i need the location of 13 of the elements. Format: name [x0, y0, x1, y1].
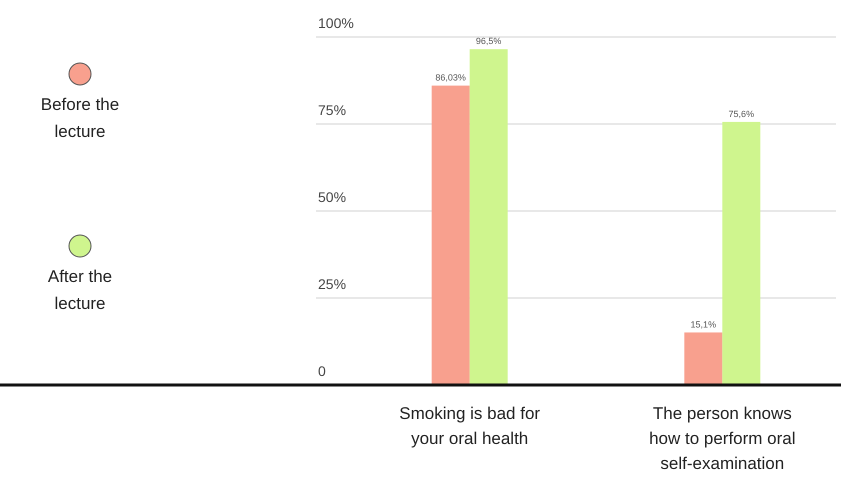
data-label: 96,5% — [476, 36, 502, 46]
x-tick-label: Smoking is bad for your oral health — [399, 404, 540, 448]
x-tick-label: The person knows how to perform oral self-examination — [649, 404, 796, 473]
data-label: 86,03% — [435, 72, 466, 83]
data-label: 15,1% — [690, 319, 716, 330]
y-tick-label: 100% — [318, 15, 354, 31]
y-tick-label: 75% — [318, 102, 346, 118]
y-tick-label: 25% — [318, 276, 346, 292]
legend-label: After the lecture — [48, 267, 112, 313]
y-tick-label: 50% — [318, 189, 346, 205]
legend-label: Before the lecture — [40, 95, 120, 141]
data-label: 75,6% — [728, 108, 754, 119]
y-tick-label: 0 — [318, 363, 326, 379]
